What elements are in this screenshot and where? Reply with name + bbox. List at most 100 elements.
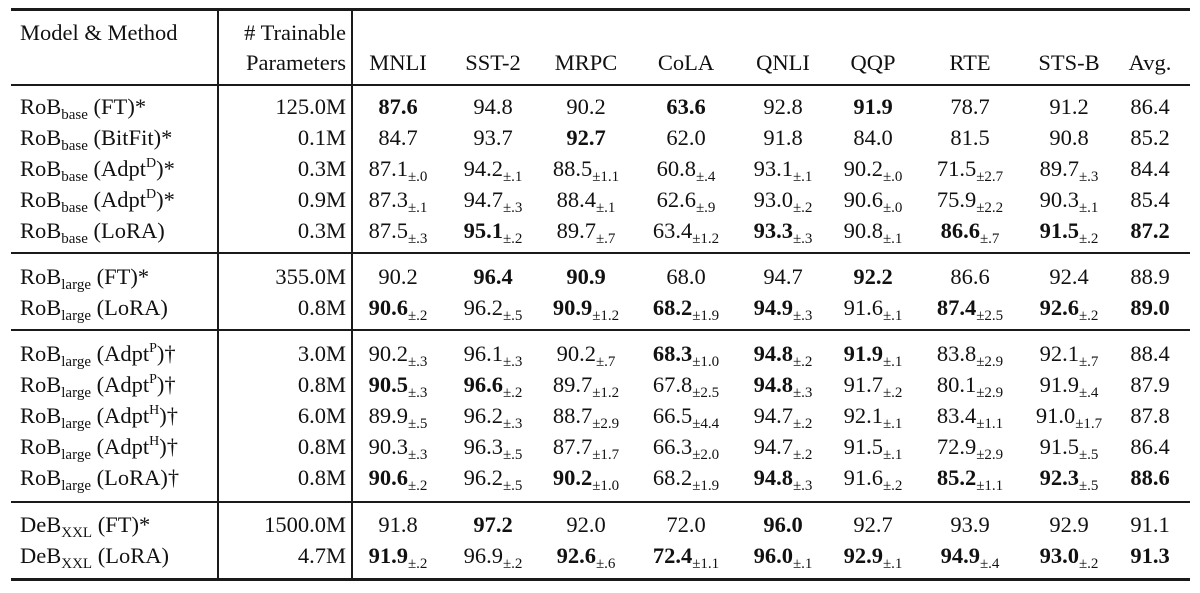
model-method-label: RoBbase (BitFit)* — [20, 125, 173, 154]
score-std: ±.2 — [407, 308, 428, 324]
score-value: 90.6 — [368, 465, 408, 490]
model-base: RoB — [20, 187, 62, 212]
score-value: 60.8 — [656, 156, 696, 181]
score-cell: 72.9±2.9 — [922, 432, 1018, 463]
score-value: 87.9 — [1130, 372, 1170, 397]
score-cell: 78.7 — [922, 92, 1018, 122]
score-value: 91.8 — [763, 125, 803, 150]
score-std: ±.3 — [407, 354, 428, 370]
score-cell: 96.4 — [445, 262, 541, 292]
score-cell: 88.6 — [1102, 463, 1198, 493]
score-cell: 96.9±.2 — [445, 541, 541, 572]
score-cell: 85.2 — [1102, 123, 1198, 153]
score-cell: 90.9 — [538, 262, 634, 292]
score-std: ±.2 — [502, 231, 523, 247]
score-value: 93.7 — [473, 125, 513, 150]
footnote-mark: * — [161, 125, 173, 150]
score-value: 93.3 — [753, 218, 793, 243]
footnote-mark: * — [137, 264, 150, 289]
score-cell: 92.0 — [538, 510, 634, 540]
score-value: 91.5 — [1039, 218, 1079, 243]
score-cell: 88.5±1.1 — [538, 154, 634, 185]
footnote-mark: * — [134, 94, 147, 119]
model-size: large — [61, 308, 91, 324]
score-cell: 90.3±.1 — [1021, 185, 1117, 216]
score-std: ±.2 — [792, 416, 813, 432]
score-cell: 93.0±.2 — [735, 185, 831, 216]
score-value: 87.4 — [936, 295, 977, 320]
score-std: ±1.7 — [1075, 416, 1103, 432]
score-cell: 92.1±.1 — [825, 401, 921, 432]
score-value: 94.8 — [473, 94, 513, 119]
method-name: Adpt — [101, 187, 147, 212]
model-size: large — [61, 478, 91, 494]
model-base: RoB — [20, 264, 62, 289]
score-value: 84.4 — [1130, 156, 1170, 181]
score-value: 87.2 — [1130, 218, 1170, 243]
score-value: 86.6 — [950, 264, 990, 289]
score-value: 91.5 — [1039, 434, 1079, 459]
header-task-sst-2: SST-2 — [465, 50, 521, 75]
footnote-mark: † — [166, 403, 178, 428]
score-value: 91.1 — [1130, 512, 1170, 537]
score-cell: 87.1±.0 — [350, 154, 446, 185]
vertical-rule-params — [351, 10, 353, 578]
model-method-label: DeBXXL (FT)* — [20, 512, 151, 541]
score-cell: 87.3±.1 — [350, 185, 446, 216]
top-rule — [11, 8, 1190, 11]
score-cell: 94.9±.4 — [922, 541, 1018, 572]
score-value: 94.7 — [753, 403, 793, 428]
score-value: 92.4 — [1049, 264, 1089, 289]
score-std: ±.3 — [792, 385, 813, 401]
method-name: LoRA — [104, 295, 161, 320]
score-cell: 60.8±.4 — [638, 154, 734, 185]
score-std: ±.3 — [407, 385, 428, 401]
trainable-params: 0.8M — [297, 465, 346, 490]
model-base: RoB — [20, 341, 62, 366]
score-cell: 86.4 — [1102, 92, 1198, 122]
score-cell: 91.9 — [825, 92, 921, 122]
score-value: 72.4 — [652, 543, 693, 568]
score-value: 92.3 — [1039, 465, 1079, 490]
score-std: ±.5 — [502, 478, 523, 494]
score-value: 66.3 — [652, 434, 693, 459]
score-value: 85.4 — [1130, 187, 1170, 212]
footnote-mark: * — [138, 512, 151, 537]
model-size: base — [61, 107, 88, 123]
model-method-label: DeBXXL (LoRA) — [20, 543, 169, 572]
score-cell: 94.9±.3 — [735, 293, 831, 324]
score-cell: 90.2±.3 — [350, 339, 446, 370]
score-cell: 87.9 — [1102, 370, 1198, 400]
score-value: 88.7 — [552, 403, 593, 428]
score-std: ±.1 — [792, 556, 813, 572]
score-cell: 87.2 — [1102, 216, 1198, 246]
method-variant: D — [146, 187, 157, 202]
score-value: 91.2 — [1049, 94, 1089, 119]
trainable-params: 0.9M — [297, 187, 346, 212]
score-cell: 90.2±.0 — [825, 154, 921, 185]
score-cell: 91.5±.5 — [1021, 432, 1117, 463]
vertical-rule-model — [217, 10, 219, 578]
score-value: 90.9 — [566, 264, 606, 289]
score-value: 91.9 — [1039, 372, 1079, 397]
score-cell: 89.9±.5 — [350, 401, 446, 432]
score-value: 72.0 — [666, 512, 706, 537]
score-cell: 87.6 — [350, 92, 446, 122]
score-cell: 66.3±2.0 — [638, 432, 734, 463]
score-value: 91.3 — [1130, 543, 1170, 568]
score-std: ±.2 — [792, 200, 813, 216]
model-base: RoB — [20, 94, 62, 119]
score-cell: 91.0±1.7 — [1021, 401, 1117, 432]
score-std: ±.5 — [502, 308, 523, 324]
score-value: 94.7 — [463, 187, 503, 212]
method-name: Adpt — [101, 156, 147, 181]
score-cell: 86.6±.7 — [922, 216, 1018, 247]
score-std: ±.1 — [882, 416, 903, 432]
trainable-params: 355.0M — [275, 264, 346, 289]
score-cell: 87.4±2.5 — [922, 293, 1018, 324]
score-cell: 96.0 — [735, 510, 831, 540]
score-value: 89.7 — [1039, 156, 1079, 181]
score-value: 84.0 — [853, 125, 893, 150]
score-std: ±.2 — [407, 478, 428, 494]
score-value: 91.9 — [368, 543, 408, 568]
